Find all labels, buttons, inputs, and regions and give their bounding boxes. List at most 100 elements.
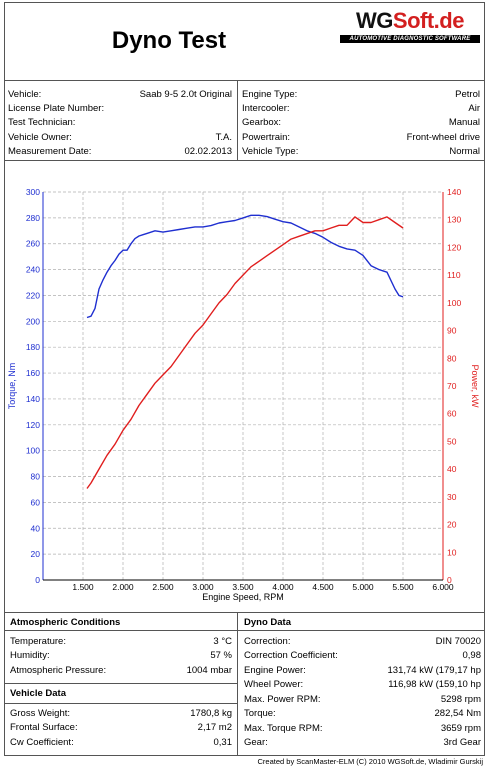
info-row: Test Technician: xyxy=(8,116,232,130)
row-value: 1780,8 kg xyxy=(190,707,232,719)
info-row: Max. Power RPM: 5298 rpm xyxy=(244,692,481,706)
row-value: 5298 rpm xyxy=(440,693,481,705)
divider xyxy=(4,703,237,704)
y-left-tick-label: 160 xyxy=(26,368,40,378)
y-left-tick-label: 280 xyxy=(26,213,40,223)
y-right-tick-label: 20 xyxy=(447,520,457,530)
info-row: Vehicle Owner: T.A. xyxy=(8,130,232,144)
row-value: 0,31 xyxy=(213,736,233,748)
row-value: 1004 mbar xyxy=(186,664,232,676)
row-label: Gear: xyxy=(244,737,268,748)
row-value: DIN 70020 xyxy=(435,635,481,647)
row-value: 0,98 xyxy=(462,650,482,661)
row-label: Vehicle: xyxy=(8,88,42,100)
torque-series-line xyxy=(86,214,404,319)
row-value: T.A. xyxy=(215,131,232,143)
x-tick-label: 5.000 xyxy=(352,582,374,592)
x-tick-label: 1.500 xyxy=(72,582,94,592)
y-right-tick-label: 110 xyxy=(447,270,461,280)
row-value: Manual xyxy=(448,117,480,129)
y-right-tick-label: 50 xyxy=(447,436,457,446)
row-value: Front-wheel drive xyxy=(406,131,480,143)
x-tick-label: 4.500 xyxy=(312,582,334,592)
row-label: Torque: xyxy=(244,708,276,719)
info-row: Vehicle: Saab 9-5 2.0t Original xyxy=(8,87,232,101)
y-left-tick-label: 0 xyxy=(35,575,40,585)
logo-accent: Soft.de xyxy=(392,8,465,33)
report-title: Dyno Test xyxy=(111,27,227,54)
row-value: 3659 rpm xyxy=(440,722,481,734)
y-right-tick-label: 60 xyxy=(447,409,457,419)
divider xyxy=(237,80,238,160)
y-right-tick-label: 140 xyxy=(447,187,461,197)
row-label: Temperature: xyxy=(10,635,66,647)
y-right-tick-label: 10 xyxy=(447,547,457,557)
y-right-tick-label: 30 xyxy=(447,492,457,502)
info-row: Atmospheric Pressure: 1004 mbar xyxy=(10,663,232,677)
divider xyxy=(4,683,237,684)
info-row: License Plate Number: xyxy=(8,101,232,115)
row-value: 116,98 kW (159,10 hp xyxy=(388,679,481,690)
row-value: Saab 9-5 2.0t Original xyxy=(139,88,232,100)
y-left-tick-label: 180 xyxy=(26,342,40,352)
info-row: Humidity: 57 % xyxy=(10,649,232,663)
row-label: Correction Coefficient: xyxy=(244,650,338,661)
y-left-axis-label: Torque, Nm xyxy=(7,363,17,410)
dyno-chart: 0204060801001201401601802002202402602803… xyxy=(7,187,480,602)
logo-tagline: AUTOMOTIVE DIAGNOSTIC SOFTWARE xyxy=(340,35,480,43)
row-label: Test Technician: xyxy=(8,117,76,129)
row-value: 131,74 kW (179,17 hp xyxy=(387,664,481,676)
row-label: Cw Coefficient: xyxy=(10,736,74,748)
y-right-tick-label: 80 xyxy=(447,353,457,363)
x-tick-label: 6.000 xyxy=(432,582,454,592)
info-row: Vehicle Type: Normal xyxy=(242,145,480,159)
x-tick-label: 3.500 xyxy=(232,582,254,592)
footer-credit: Created by ScanMaster-ELM (C) 2010 WGSof… xyxy=(257,757,483,766)
divider xyxy=(4,612,485,613)
info-row: Max. Torque RPM: 3659 rpm xyxy=(244,721,481,735)
x-tick-label: 2.500 xyxy=(152,582,174,592)
row-label: Engine Type: xyxy=(242,88,298,100)
row-value: 57 % xyxy=(210,650,232,661)
info-row: Gearbox: Manual xyxy=(242,116,480,130)
y-right-tick-label: 120 xyxy=(447,242,461,252)
row-label: Max. Power RPM: xyxy=(244,693,321,705)
row-label: Correction: xyxy=(244,635,291,647)
info-row: Powertrain: Front-wheel drive xyxy=(242,130,480,144)
y-left-tick-label: 220 xyxy=(26,290,40,300)
divider xyxy=(237,612,238,756)
row-label: License Plate Number: xyxy=(8,102,105,114)
dyno-data-title: Dyno Data xyxy=(244,617,291,628)
y-right-tick-label: 100 xyxy=(447,298,461,308)
y-left-tick-label: 120 xyxy=(26,420,40,430)
info-row: Torque: 282,54 Nm xyxy=(244,707,481,721)
x-tick-label: 4.000 xyxy=(272,582,294,592)
y-left-tick-label: 20 xyxy=(31,549,41,559)
row-value: 3rd Gear xyxy=(443,737,482,748)
y-right-tick-label: 0 xyxy=(447,575,452,585)
row-label: Gross Weight: xyxy=(10,707,71,719)
row-value: 3 °C xyxy=(213,635,232,647)
divider xyxy=(4,160,485,161)
y-right-tick-label: 130 xyxy=(447,215,461,225)
info-row: Engine Power: 131,74 kW (179,17 hp xyxy=(244,663,481,677)
info-row: Engine Type: Petrol xyxy=(242,87,480,101)
y-right-tick-label: 90 xyxy=(447,326,457,336)
atmospheric-title: Atmospheric Conditions xyxy=(10,617,121,628)
divider xyxy=(4,630,237,631)
divider xyxy=(237,630,485,631)
row-label: Max. Torque RPM: xyxy=(244,722,323,734)
row-label: Vehicle Owner: xyxy=(8,131,72,143)
y-left-tick-label: 100 xyxy=(26,446,40,456)
row-value: Air xyxy=(468,102,480,114)
info-row: Gear: 3rd Gear xyxy=(244,736,481,750)
y-right-axis-label: Power, kW xyxy=(470,364,480,408)
divider xyxy=(4,80,485,81)
logo-main: WG xyxy=(356,8,393,33)
info-row: Wheel Power: 116,98 kW (159,10 hp xyxy=(244,678,481,692)
info-row: Frontal Surface: 2,17 m2 xyxy=(10,721,232,735)
y-left-tick-label: 140 xyxy=(26,394,40,404)
info-row: Temperature: 3 °C xyxy=(10,634,232,648)
row-label: Engine Power: xyxy=(244,664,306,676)
y-left-tick-label: 200 xyxy=(26,316,40,326)
